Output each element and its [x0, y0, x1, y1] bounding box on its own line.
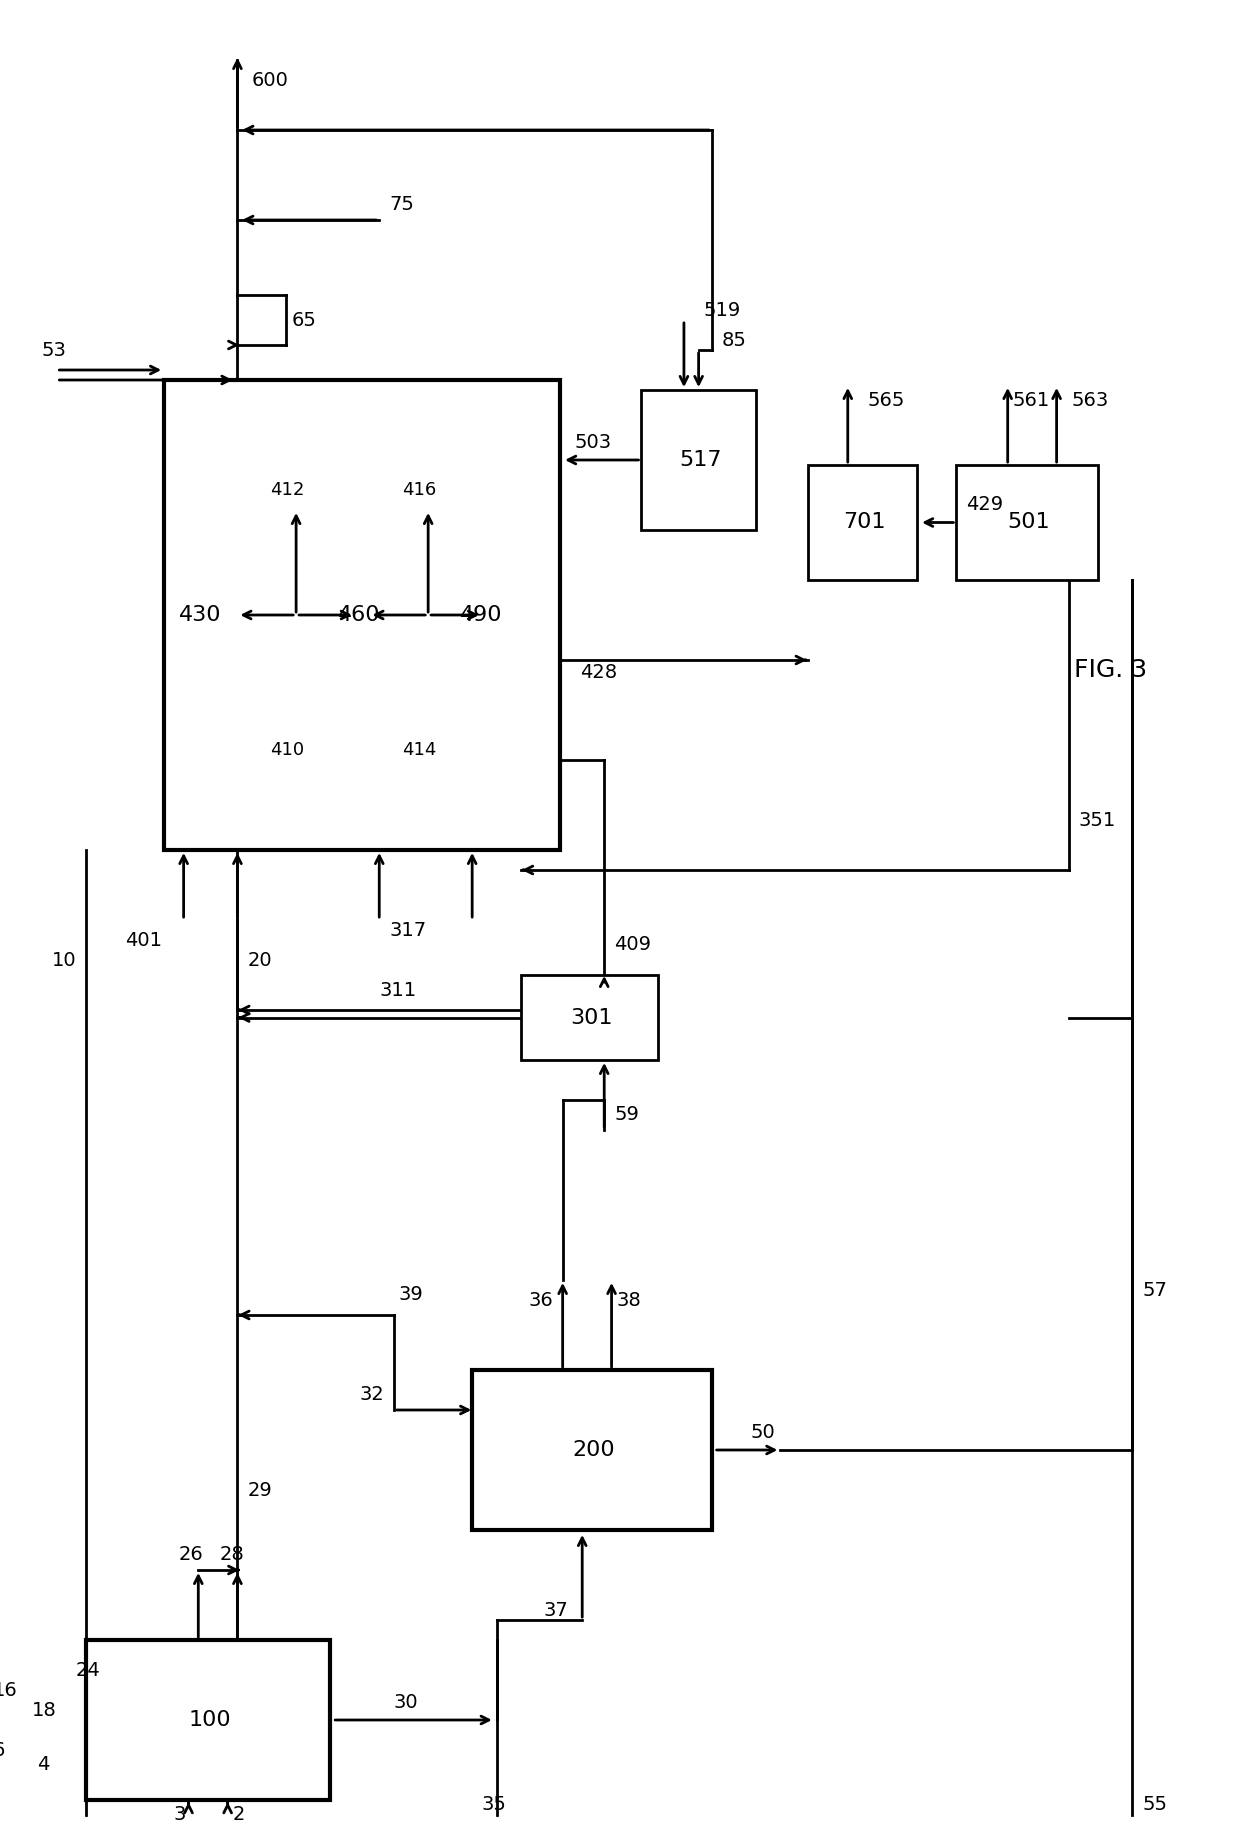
Bar [521, 974, 658, 1061]
Text: 55: 55 [1142, 1795, 1167, 1814]
Text: 4: 4 [37, 1755, 50, 1775]
Bar [472, 1371, 712, 1530]
Text: 503: 503 [575, 432, 613, 452]
Text: 10: 10 [52, 950, 76, 969]
Text: 401: 401 [125, 930, 162, 950]
Text: 429: 429 [966, 494, 1003, 515]
Text: 39: 39 [399, 1286, 424, 1304]
Text: 35: 35 [482, 1795, 507, 1814]
Text: 3: 3 [174, 1806, 186, 1825]
Text: 701: 701 [843, 513, 885, 533]
Text: 59: 59 [614, 1105, 639, 1124]
Text: 414: 414 [402, 742, 436, 758]
Bar [86, 1640, 330, 1801]
Text: 428: 428 [580, 662, 616, 681]
Text: 24: 24 [76, 1660, 100, 1679]
Text: 38: 38 [616, 1290, 641, 1310]
Text: 85: 85 [722, 330, 746, 349]
Text: 65: 65 [291, 310, 316, 330]
Text: 20: 20 [247, 950, 272, 969]
Text: 37: 37 [543, 1600, 568, 1620]
Text: 409: 409 [614, 935, 651, 954]
Text: 565: 565 [867, 391, 905, 410]
Text: 600: 600 [252, 70, 289, 90]
Bar [641, 389, 756, 530]
Bar [956, 465, 1099, 579]
Text: 311: 311 [379, 980, 417, 1000]
Text: 519: 519 [703, 301, 740, 319]
Text: FIG. 3: FIG. 3 [1074, 659, 1147, 683]
Text: 460: 460 [339, 605, 381, 625]
Text: 6: 6 [0, 1740, 5, 1760]
Text: 53: 53 [42, 341, 67, 360]
Text: 563: 563 [1071, 391, 1109, 410]
Text: 30: 30 [394, 1692, 419, 1712]
Text: 410: 410 [270, 742, 304, 758]
Text: 75: 75 [389, 196, 414, 214]
Text: 416: 416 [402, 482, 436, 498]
Text: 561: 561 [1013, 391, 1050, 410]
Text: 29: 29 [247, 1480, 272, 1500]
Text: 36: 36 [528, 1290, 553, 1310]
Bar [164, 380, 560, 851]
Text: 490: 490 [460, 605, 502, 625]
Text: 50: 50 [751, 1422, 776, 1441]
Text: 100: 100 [188, 1710, 231, 1731]
Text: 32: 32 [360, 1386, 384, 1404]
Text: 57: 57 [1142, 1280, 1167, 1299]
Text: 200: 200 [573, 1439, 615, 1459]
Text: 28: 28 [219, 1546, 244, 1565]
Text: 412: 412 [270, 482, 304, 498]
Text: 301: 301 [570, 1007, 613, 1028]
Text: 430: 430 [179, 605, 221, 625]
Text: 2: 2 [233, 1806, 246, 1825]
Text: 26: 26 [179, 1546, 203, 1565]
Text: 517: 517 [680, 450, 722, 470]
Text: 317: 317 [389, 921, 427, 939]
Text: 351: 351 [1079, 810, 1116, 830]
Bar [807, 465, 918, 579]
Text: 501: 501 [1008, 513, 1050, 533]
Text: 18: 18 [32, 1701, 57, 1720]
Text: 16: 16 [0, 1681, 17, 1699]
